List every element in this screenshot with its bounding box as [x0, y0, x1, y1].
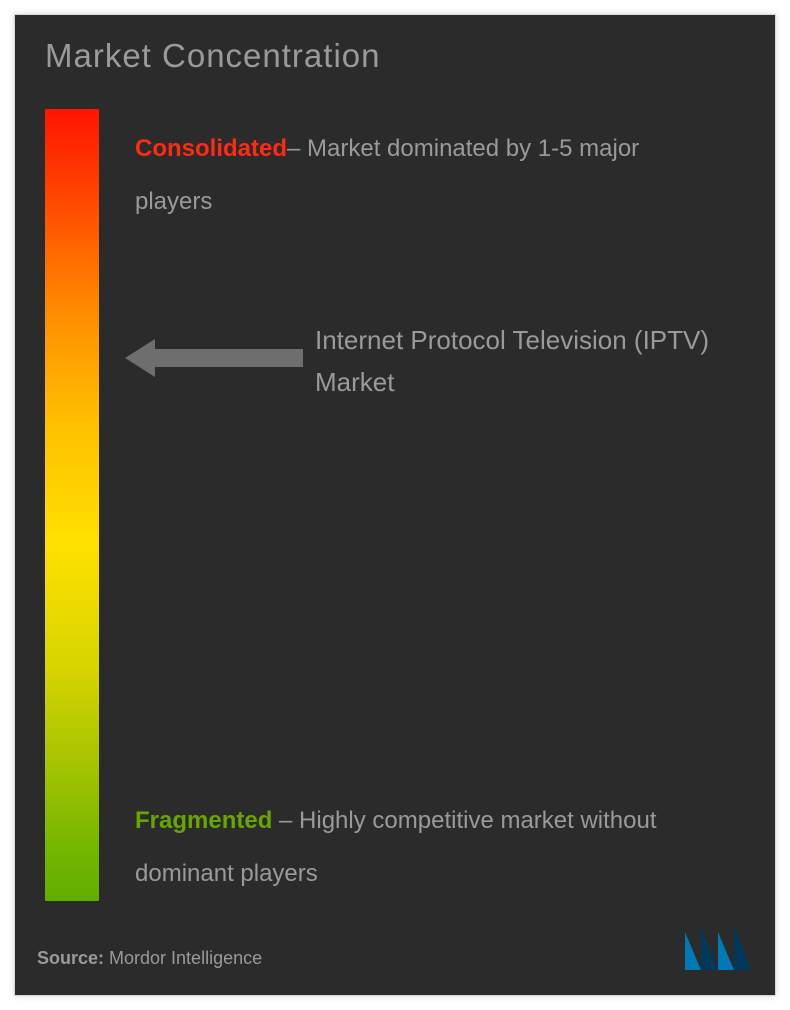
pointer-label: Internet Protocol Television (IPTV) Mark… [315, 320, 735, 403]
source-attribution: Source: Mordor Intelligence [37, 948, 262, 969]
source-prefix: Source: [37, 948, 109, 968]
brand-logo-icon [683, 924, 753, 977]
pointer-arrow [125, 333, 305, 388]
infographic-card: Market Concentration Consolidated– Marke… [14, 14, 776, 996]
concentration-gradient-bar [45, 109, 99, 901]
consolidated-strong: Consolidated [135, 135, 287, 162]
fragmented-label: Fragmented – Highly competitive market w… [135, 795, 705, 901]
consolidated-label: Consolidated– Market dominated by 1-5 ma… [135, 123, 705, 229]
page-title: Market Concentration [45, 37, 380, 75]
source-name: Mordor Intelligence [109, 948, 262, 968]
fragmented-strong: Fragmented [135, 807, 272, 834]
